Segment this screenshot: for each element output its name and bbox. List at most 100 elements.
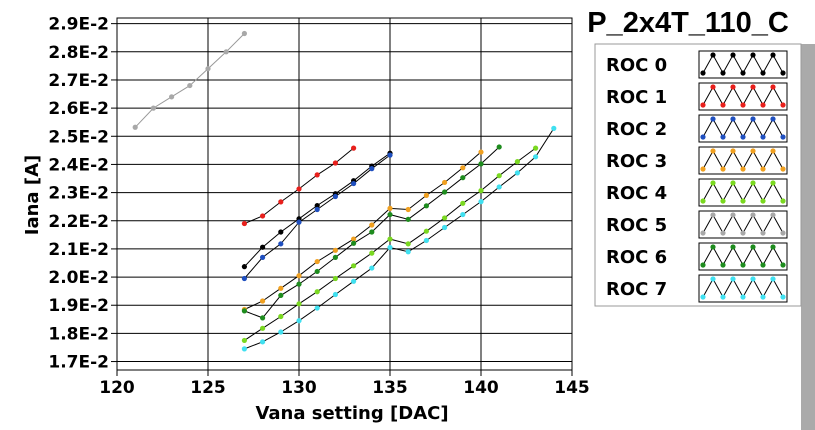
data-point-roc-1 (260, 213, 266, 219)
legend-swatch-marker (710, 52, 716, 58)
data-point-roc-3 (460, 165, 466, 171)
data-point-roc-0 (314, 202, 320, 209)
legend-label: ROC 1 (606, 87, 667, 108)
legend-swatch-marker (770, 276, 776, 282)
legend: ROC 0 ROC 1 ROC 2 ROC 3 ROC 4 ROC 5 ROC 6 ROC 7 (594, 43, 815, 430)
legend-swatch-marker (750, 244, 756, 250)
data-point-roc-1 (332, 160, 338, 166)
data-point-roc-4 (460, 200, 466, 206)
data-point-roc-5 (187, 82, 193, 89)
legend-swatch-marker (710, 148, 716, 154)
data-point-roc-4 (442, 215, 448, 221)
legend-swatch-marker (740, 262, 746, 268)
legend-swatch-marker (720, 102, 726, 108)
data-point-roc-4 (260, 325, 266, 331)
legend-swatch-marker (780, 70, 786, 76)
data-point-roc-4 (351, 263, 357, 269)
data-point-roc-2 (260, 254, 266, 260)
data-point-roc-5 (205, 66, 211, 72)
legend-swatch-marker (700, 198, 706, 204)
legend-swatch-marker (770, 148, 776, 154)
data-point-roc-4 (314, 289, 320, 295)
legend-swatch-marker (720, 70, 726, 76)
legend-entry-roc-5: ROC 5 (606, 210, 788, 239)
legend-swatch-marker (770, 116, 776, 122)
data-point-roc-6 (442, 189, 448, 195)
data-point-roc-0 (260, 244, 266, 250)
y-tick-label-2: 1.9E-2 (48, 296, 109, 316)
legend-swatch-marker (710, 244, 716, 250)
legend-swatch-marker (780, 262, 786, 268)
legend-swatch-marker (770, 244, 776, 250)
legend-swatch-marker (760, 134, 766, 140)
y-tick-label-9: 2.6E-2 (48, 99, 109, 119)
legend-swatch-marker (730, 116, 736, 122)
legend-swatch-marker (730, 212, 736, 218)
legend-swatch-marker (700, 102, 706, 108)
legend-swatch-marker (760, 198, 766, 204)
legend-swatch-marker (730, 180, 736, 186)
legend-swatch-marker (780, 166, 786, 172)
legend-swatch-marker (700, 262, 706, 268)
data-point-roc-4 (496, 173, 502, 179)
data-point-roc-6 (296, 281, 302, 287)
data-point-roc-6 (351, 240, 357, 246)
legend-swatch-marker (730, 148, 736, 154)
legend-entry-roc-6: ROC 6 (606, 242, 788, 271)
data-point-roc-2 (241, 275, 247, 282)
data-point-roc-7 (423, 237, 429, 244)
data-point-roc-7 (278, 329, 284, 335)
data-point-roc-5 (150, 105, 156, 111)
y-tick-label-12: 2.9E-2 (48, 15, 109, 35)
legend-swatch-marker (700, 230, 706, 236)
legend-swatch-marker (700, 70, 706, 76)
y-tick-label-7: 2.4E-2 (48, 155, 109, 175)
legend-label: ROC 6 (606, 247, 667, 268)
legend-swatch-marker (710, 116, 716, 122)
legend-swatch-marker (730, 84, 736, 90)
data-point-roc-7 (514, 170, 521, 176)
y-tick-label-1: 1.8E-2 (48, 324, 109, 344)
data-point-roc-3 (278, 285, 284, 291)
data-point-roc-6 (260, 315, 266, 321)
data-point-roc-0 (278, 229, 284, 235)
chart-title: P_2x4T_110_C (587, 7, 789, 39)
legend-swatch-marker (770, 180, 776, 186)
data-point-roc-1 (241, 220, 247, 227)
series-roc-1 (241, 145, 357, 227)
data-point-roc-4 (423, 228, 429, 234)
legend-swatch-marker (760, 70, 766, 76)
legend-swatch-marker (740, 294, 746, 300)
x-tick-label-4: 140 (463, 378, 499, 398)
series-group (132, 30, 557, 352)
data-point-roc-7 (460, 211, 466, 218)
data-point-roc-1 (351, 145, 357, 151)
series-line-roc-3 (244, 151, 482, 310)
legend-swatch-marker (780, 134, 786, 140)
legend-entry-roc-1: ROC 1 (606, 82, 788, 111)
data-point-roc-7 (314, 305, 320, 311)
legend-swatch-marker (740, 70, 746, 76)
legend-swatch-marker (740, 134, 746, 140)
data-point-roc-1 (278, 199, 284, 205)
y-tick-label-4: 2.1E-2 (48, 240, 109, 260)
x-tick-label-5: 145 (554, 378, 590, 398)
legend-entry-roc-2: ROC 2 (606, 114, 788, 143)
data-point-roc-7 (405, 249, 411, 255)
legend-swatch-marker (770, 84, 776, 90)
legend-swatch-marker (760, 102, 766, 108)
data-point-roc-7 (551, 125, 557, 131)
x-axis-title: Vana setting [DAC] (255, 403, 448, 424)
legend-swatch-marker (760, 262, 766, 268)
data-point-roc-3 (387, 205, 393, 211)
legend-label: ROC 5 (606, 215, 667, 236)
legend-swatch-marker (740, 102, 746, 108)
data-point-roc-2 (351, 180, 357, 187)
series-roc-3 (241, 149, 484, 313)
data-point-roc-7 (387, 244, 393, 251)
data-point-roc-7 (442, 224, 448, 231)
y-tick-label-8: 2.5E-2 (48, 127, 109, 147)
y-tick-label-6: 2.3E-2 (48, 184, 109, 204)
data-point-roc-6 (460, 175, 466, 181)
